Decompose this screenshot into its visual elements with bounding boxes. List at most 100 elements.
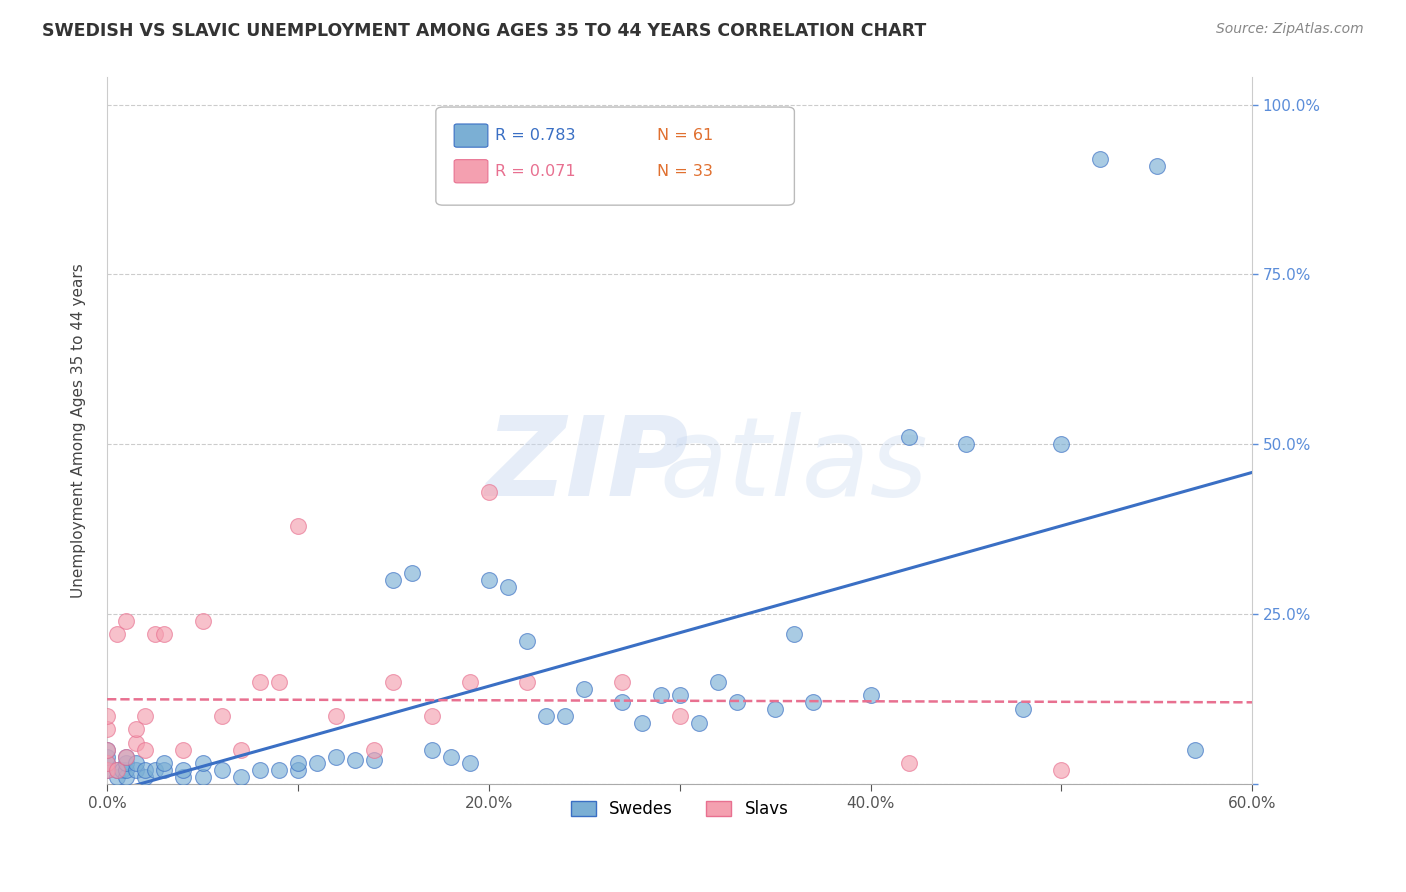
Point — [115, 756, 138, 771]
Point — [612, 695, 634, 709]
Text: SWEDISH VS SLAVIC UNEMPLOYMENT AMONG AGES 35 TO 44 YEARS CORRELATION CHART: SWEDISH VS SLAVIC UNEMPLOYMENT AMONG AGE… — [42, 22, 927, 40]
Point — [534, 708, 557, 723]
Point — [115, 770, 138, 784]
Point — [1050, 437, 1073, 451]
Point — [115, 763, 138, 777]
Point — [115, 614, 138, 628]
Point — [229, 770, 252, 784]
Point — [1146, 159, 1168, 173]
Point — [554, 708, 576, 723]
Text: N = 61: N = 61 — [657, 128, 713, 143]
Point — [363, 743, 385, 757]
Point — [440, 749, 463, 764]
Point — [363, 753, 385, 767]
Point — [783, 627, 806, 641]
Text: N = 33: N = 33 — [657, 164, 713, 178]
Point — [458, 674, 481, 689]
Point — [763, 702, 786, 716]
Text: ZIP: ZIP — [486, 412, 690, 519]
Point — [125, 736, 148, 750]
Point — [955, 437, 977, 451]
Point — [420, 743, 443, 757]
Point — [305, 756, 328, 771]
Point — [96, 763, 118, 777]
Point — [287, 518, 309, 533]
Point — [229, 743, 252, 757]
Point — [267, 674, 290, 689]
Point — [325, 708, 347, 723]
Point — [382, 674, 405, 689]
Point — [115, 749, 138, 764]
Point — [134, 770, 156, 784]
Point — [668, 689, 690, 703]
Point — [897, 756, 920, 771]
Point — [1050, 763, 1073, 777]
Point — [125, 723, 148, 737]
Point — [249, 763, 271, 777]
Point — [287, 756, 309, 771]
Point — [801, 695, 824, 709]
Point — [574, 681, 596, 696]
Point — [191, 770, 214, 784]
Point — [96, 756, 118, 771]
Point — [105, 763, 128, 777]
Text: R = 0.783: R = 0.783 — [495, 128, 575, 143]
Point — [496, 580, 519, 594]
Point — [897, 430, 920, 444]
Point — [125, 756, 148, 771]
Text: Source: ZipAtlas.com: Source: ZipAtlas.com — [1216, 22, 1364, 37]
Point — [134, 743, 156, 757]
Point — [249, 674, 271, 689]
Point — [859, 689, 882, 703]
Point — [96, 743, 118, 757]
Point — [96, 763, 118, 777]
Text: R = 0.071: R = 0.071 — [495, 164, 575, 178]
Point — [344, 753, 367, 767]
Point — [153, 756, 176, 771]
Point — [96, 743, 118, 757]
Point — [516, 634, 538, 648]
Point — [172, 770, 194, 784]
Point — [172, 743, 194, 757]
Point — [650, 689, 672, 703]
Point — [96, 749, 118, 764]
Point — [630, 715, 652, 730]
Text: atlas: atlas — [659, 412, 928, 519]
Point — [96, 756, 118, 771]
Point — [105, 770, 128, 784]
Point — [725, 695, 748, 709]
Point — [325, 749, 347, 764]
Point — [115, 749, 138, 764]
Point — [211, 708, 233, 723]
Point — [382, 573, 405, 587]
Point — [143, 627, 166, 641]
Point — [111, 763, 134, 777]
Point — [478, 484, 501, 499]
Point — [668, 708, 690, 723]
Legend: Swedes, Slavs: Swedes, Slavs — [564, 794, 796, 825]
Point — [612, 674, 634, 689]
Point — [1012, 702, 1035, 716]
Point — [211, 763, 233, 777]
Point — [420, 708, 443, 723]
Point — [478, 573, 501, 587]
Point — [267, 763, 290, 777]
Point — [1184, 743, 1206, 757]
Point — [134, 708, 156, 723]
Point — [287, 763, 309, 777]
Point — [191, 614, 214, 628]
Point — [458, 756, 481, 771]
Point — [153, 763, 176, 777]
Point — [516, 674, 538, 689]
Point — [96, 708, 118, 723]
Point — [105, 627, 128, 641]
Point — [688, 715, 710, 730]
Point — [401, 566, 423, 581]
Point — [105, 763, 128, 777]
Point — [134, 763, 156, 777]
Point — [143, 763, 166, 777]
Point — [125, 763, 148, 777]
Point — [191, 756, 214, 771]
Point — [707, 674, 730, 689]
Point — [96, 723, 118, 737]
